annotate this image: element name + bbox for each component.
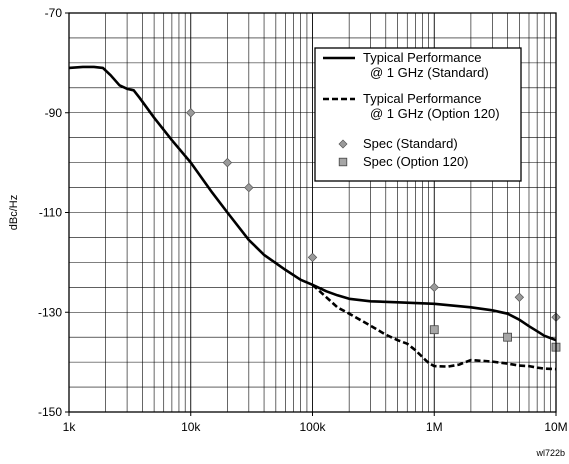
legend-square-marker (338, 157, 348, 167)
y-tick-label: -130 (38, 305, 62, 319)
spec-standard-marker (514, 292, 525, 302)
y-tick-label: -110 (39, 206, 62, 220)
y-tick-label: -70 (45, 6, 63, 20)
legend-label: @ 1 GHz (Standard) (370, 65, 489, 80)
x-tick-label: 100k (299, 420, 326, 434)
series-line-option-120 (311, 283, 557, 371)
x-tick-label: 10k (181, 420, 201, 434)
spec-standard-marker (244, 182, 254, 193)
legend-diamond-marker (338, 139, 348, 149)
series-line-standard (68, 65, 557, 342)
spec-option-120-marker (503, 332, 512, 342)
spec-standard-marker (307, 252, 318, 263)
x-tick-label: 1k (63, 420, 77, 434)
y-tick-label: -90 (45, 106, 63, 120)
series-layer (68, 65, 557, 371)
legend-label: Typical Performance (363, 50, 482, 65)
legend: Typical Performance@ 1 GHz (Standard)Typ… (314, 47, 522, 182)
spec-standard-marker (186, 108, 196, 118)
figure-code-label: wl722b (535, 448, 565, 458)
legend-label: Spec (Option 120) (363, 154, 469, 169)
legend-label: Typical Performance (363, 91, 482, 106)
x-tick-label: 1M (426, 420, 443, 434)
spec-option-120-marker (429, 325, 439, 335)
legend-label: Spec (Standard) (363, 136, 458, 151)
y-axis-label: dBc/Hz (8, 195, 20, 230)
tick-layer: 1k 10k 100k 1M 10M -70 -90 -110 -130 -150 (38, 6, 568, 434)
legend-box (314, 47, 522, 182)
y-tick-label: -150 (38, 405, 62, 419)
legend-label: @ 1 GHz (Option 120) (370, 106, 500, 121)
spec-standard-marker (222, 157, 233, 168)
x-tick-label: 10M (544, 420, 567, 434)
spec-standard-marker (429, 282, 439, 293)
